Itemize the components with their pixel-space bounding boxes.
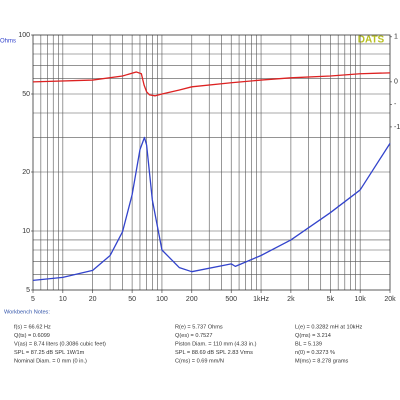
note-line: V(as) = 8.74 liters (0.3086 cubic feet): [14, 341, 106, 347]
notes-title: Workbench Notes:: [4, 309, 50, 315]
y2-tick-label: -: [394, 101, 397, 108]
x-tick-label: 500: [225, 296, 237, 303]
note-line: L(e) = 0.3282 mH at 10kHz: [295, 324, 363, 330]
y-tick-label: 100: [18, 32, 30, 39]
note-line: Piston Diam. = 110 mm (4.33 in.): [175, 341, 257, 347]
x-tick-label: 2k: [287, 296, 295, 303]
x-tick-label: 20: [89, 296, 97, 303]
y-tick-label: 20: [22, 169, 30, 176]
x-tick-label: 1kHz: [253, 296, 269, 303]
x-tick-label: 5: [31, 296, 35, 303]
y-tick-label: 5: [26, 287, 30, 294]
y2-tick-label: -1: [394, 124, 400, 131]
y-axis-label: Ohms: [0, 39, 16, 45]
y2-tick-label: 0: [394, 79, 398, 86]
x-tick-label: 200: [186, 296, 198, 303]
note-line: Q(es) = 0.7527: [175, 333, 212, 339]
series-line: [32, 71, 391, 97]
badge: DATS: [358, 35, 385, 46]
y2-tick-label: 1: [394, 34, 398, 41]
plot-frame: [32, 34, 391, 291]
x-tick-label: 20k: [384, 296, 396, 303]
note-line: C(ms) = 0.69 mm/N: [175, 358, 224, 364]
note-line: f(s) = 66.62 Hz: [14, 324, 51, 330]
note-line: Q(ts) = 0.6099: [14, 333, 50, 339]
note-line: SPL = 87.25 dB SPL 1W/1m: [14, 350, 85, 356]
x-tick-label: 100: [156, 296, 168, 303]
x-tick-label: 10: [59, 296, 67, 303]
note-line: BL = 5.139: [295, 341, 322, 347]
note-line: Q(ms) = 3.214: [295, 333, 331, 339]
note-line: n(0) = 0.3273 %: [295, 350, 335, 356]
note-line: SPL = 88.69 dB SPL 2.83 Vrms: [175, 350, 253, 356]
y-tick-label: 10: [22, 228, 30, 235]
note-line: M(ms) = 8.278 grams: [295, 358, 349, 364]
y-tick-label: 50: [22, 91, 30, 98]
x-tick-label: 50: [128, 296, 136, 303]
series-line: [32, 136, 391, 281]
note-line: Nominal Diam. = 0 mm (0 in.): [14, 358, 87, 364]
x-tick-label: 5k: [327, 296, 335, 303]
note-line: R(e) = 5.737 Ohms: [175, 324, 223, 330]
x-tick-label: 10k: [355, 296, 367, 303]
